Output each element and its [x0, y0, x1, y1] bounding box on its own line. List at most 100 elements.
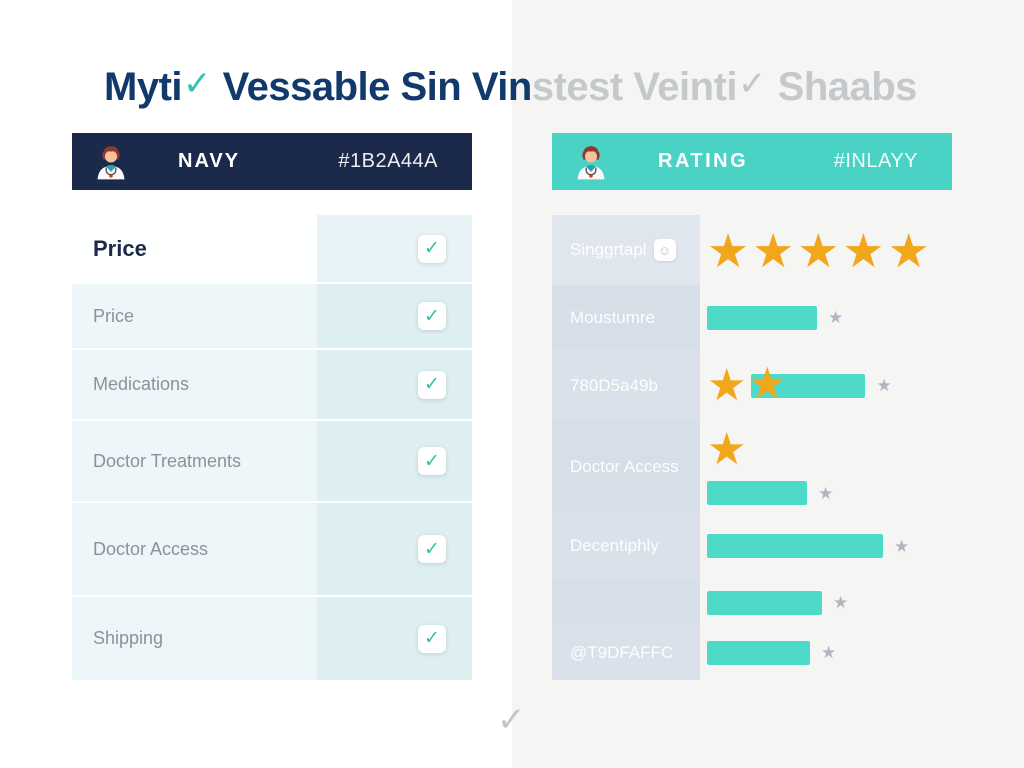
table-row: Singgrtapl ☺ ★ ★ ★ ★ ★ — [552, 215, 952, 285]
checkbox[interactable]: ✓ — [418, 535, 446, 563]
star-outline-icon: ★ — [876, 376, 892, 395]
rating-cell: ★ — [700, 625, 952, 680]
rating-bar-line: ★ — [707, 590, 849, 615]
row-label: 780D5a49b — [552, 350, 700, 421]
row-label: Doctor Access — [552, 421, 700, 512]
star-icon: ★ — [752, 223, 795, 277]
table-row: Decentiphly ★ — [552, 512, 952, 580]
rating-bar — [707, 640, 810, 665]
table-row: Moustumre ★ — [552, 285, 952, 350]
left-table: Price ✓ Price ✓ Medications ✓ Doctor Treatment… — [72, 215, 472, 680]
rating-bar — [707, 534, 883, 558]
rating-bar-line: ★ — [707, 640, 837, 665]
title-text: Shaabs — [767, 64, 918, 109]
table-row: Price ✓ — [72, 284, 472, 350]
rating-cell: ★ — [700, 285, 952, 350]
check-cell: ✓ — [317, 350, 472, 419]
row-label-text: @T9DFAFFC — [570, 642, 674, 662]
rating-bar — [707, 481, 807, 505]
row-label-text: Doctor Access — [570, 456, 679, 476]
panel-name-label: NAVY — [178, 150, 241, 172]
row-label: @T9DFAFFC — [552, 625, 700, 680]
star-outline-icon: ★ — [894, 536, 910, 556]
check-icon: ✓ — [424, 305, 440, 327]
star-icon: ★ — [887, 223, 930, 277]
row-label-text: Singgrtapl — [570, 240, 647, 259]
footer-check-icon: ✓ — [497, 701, 526, 739]
star-icon: ★ — [707, 223, 750, 277]
check-cell: ✓ — [317, 503, 472, 595]
row-label: Medications — [72, 350, 317, 419]
row-label: Price — [72, 215, 317, 282]
checkbox[interactable]: ✓ — [418, 624, 446, 653]
check-cell: ✓ — [317, 597, 472, 680]
table-row: Medications ✓ — [72, 350, 472, 421]
check-icon: ✓ — [424, 450, 440, 472]
doctor-icon — [572, 143, 610, 181]
rating-bar-line: ★ — [707, 305, 844, 330]
table-row: Doctor Access ✓ — [72, 503, 472, 597]
rating-panel-header: RATING #INLAYY — [552, 133, 952, 190]
rating-cell: ★ ★ ★ ★ ★ — [700, 215, 952, 285]
check-cell: ✓ — [317, 215, 472, 282]
row-label: Shipping — [72, 597, 317, 680]
star-outline-icon: ★ — [828, 308, 844, 327]
rating-bar — [707, 590, 822, 615]
badge-icon: ☺ — [653, 239, 676, 261]
row-label: Moustumre — [552, 285, 700, 350]
row-label: Price — [72, 284, 317, 348]
table-row: ★ — [552, 580, 952, 625]
row-label: Doctor Access — [72, 503, 317, 595]
star-outline-icon: ★ — [833, 593, 849, 612]
check-icon: ✓ — [424, 374, 440, 395]
doctor-icon — [92, 143, 130, 181]
row-label — [552, 580, 700, 625]
table-row: Price ✓ — [72, 215, 472, 284]
title-text: Vessable Sin Vin — [212, 64, 533, 109]
table-row: Shipping ✓ — [72, 597, 472, 680]
panel-hex-value: #1B2A44A — [338, 150, 438, 172]
check-icon: ✓ — [424, 628, 440, 649]
rating-bar-line: ★ — [707, 481, 833, 505]
title-text: Myti — [104, 64, 183, 109]
table-row: Doctor Treatments ✓ — [72, 421, 472, 503]
row-label: Decentiphly — [552, 512, 700, 580]
checkbox[interactable]: ✓ — [418, 302, 446, 330]
rating-cell: ★ ★ — [700, 421, 952, 512]
check-icon: ✓ — [738, 64, 767, 103]
features-panel: NAVY #1B2A44A Price ✓ Price ✓ Medications ✓ Do… — [72, 133, 472, 680]
row-label-text: Decentiphly — [570, 536, 659, 555]
star-icon: ★ — [707, 360, 747, 410]
panel-hex-value: #INLAYY — [833, 150, 918, 172]
bar-with-star: ★ — [747, 362, 866, 406]
star-icon: ★ — [747, 359, 787, 409]
checkbox[interactable]: ✓ — [418, 447, 446, 475]
features-panel-header: NAVY #1B2A44A — [72, 133, 472, 190]
right-table: Singgrtapl ☺ ★ ★ ★ ★ ★ Moustumre ★ 780D5a49b ★ ★ ★ Do… — [552, 215, 952, 680]
rating-panel: RATING #INLAYY Singgrtapl ☺ ★ ★ ★ ★ ★ Moustumre… — [552, 133, 952, 680]
row-label: Doctor Treatments — [72, 421, 317, 501]
checkbox[interactable]: ✓ — [418, 234, 446, 263]
rating-bar — [751, 373, 866, 398]
row-label-text: Moustumre — [570, 307, 656, 327]
star-outline-icon: ★ — [821, 643, 837, 662]
star-icon: ★ — [842, 223, 885, 277]
check-icon: ✓ — [183, 64, 212, 103]
checkbox[interactable]: ✓ — [418, 370, 446, 399]
table-row: @T9DFAFFC ★ — [552, 625, 952, 680]
check-icon: ✓ — [424, 238, 440, 259]
rating-cell: ★ — [700, 512, 952, 580]
row-label: Singgrtapl ☺ — [552, 215, 700, 285]
table-row: Doctor Access ★ ★ — [552, 421, 952, 512]
check-cell: ✓ — [317, 421, 472, 501]
star-outline-icon: ★ — [818, 483, 834, 503]
rating-bar — [707, 305, 817, 330]
star-icon: ★ — [707, 425, 747, 474]
check-cell: ✓ — [317, 284, 472, 348]
rating-bar-line: ★ — [707, 534, 909, 558]
row-label-text: 780D5a49b — [570, 375, 658, 395]
title-text: stest Veinti — [531, 64, 738, 109]
check-icon: ✓ — [424, 538, 440, 560]
star-icon: ★ — [797, 223, 840, 277]
